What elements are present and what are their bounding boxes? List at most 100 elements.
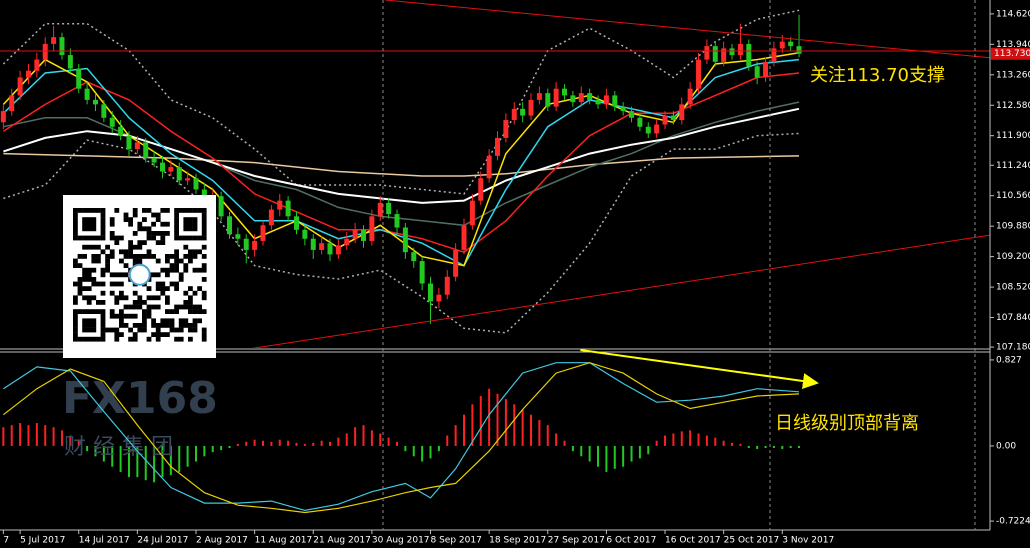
histogram-bar: [471, 404, 474, 446]
qr-module: [100, 336, 106, 342]
qr-module: [86, 277, 92, 282]
indicator-line: [3, 132, 800, 334]
qr-module: [146, 304, 152, 310]
qr-module: [132, 323, 138, 328]
qr-module: [201, 217, 207, 222]
histogram-bar: [44, 425, 47, 446]
candle-body: [193, 178, 199, 190]
qr-module: [73, 263, 78, 268]
y-tick-label: 109.880: [996, 222, 1030, 232]
qr-module: [188, 258, 193, 264]
candle-body: [670, 115, 676, 121]
qr-module: [146, 309, 152, 314]
qr-module: [174, 235, 179, 241]
qr-module: [100, 327, 106, 333]
qr-module: [114, 240, 120, 245]
qr-module: [151, 295, 156, 301]
qr-module: [82, 286, 87, 291]
qr-module: [178, 336, 184, 342]
qr-module: [91, 318, 97, 324]
candle-body: [654, 124, 660, 134]
x-tick-label: 8 Sep 2017: [431, 536, 482, 546]
histogram-bar: [697, 433, 700, 446]
candle-body: [59, 37, 65, 56]
histogram-bar: [605, 445, 608, 472]
qr-module: [174, 217, 179, 222]
watermark-title: FX168: [62, 373, 218, 424]
histogram-bar: [555, 433, 558, 446]
qr-module: [100, 267, 106, 273]
histogram-bar: [789, 445, 792, 449]
qr-module: [119, 272, 124, 278]
qr-module: [91, 254, 97, 259]
candle-body: [226, 216, 232, 235]
candle-body: [51, 37, 57, 44]
qr-module: [165, 300, 170, 305]
histogram-bar: [35, 423, 38, 446]
qr-module: [119, 281, 124, 287]
y-tick-label: 109.200: [996, 252, 1030, 262]
candle-body: [344, 238, 350, 246]
qr-module: [82, 272, 87, 278]
qr-module: [197, 309, 202, 314]
qr-module: [82, 318, 87, 324]
qr-module: [86, 217, 92, 222]
qr-module: [201, 254, 207, 259]
qr-module: [201, 336, 207, 342]
qr-module: [183, 208, 189, 213]
candle-body: [620, 106, 626, 112]
qr-module: [146, 249, 152, 255]
qr-module: [137, 295, 143, 301]
qr-module: [188, 235, 193, 241]
qr-module: [188, 254, 193, 259]
histogram-bar: [672, 433, 675, 446]
qr-module: [114, 300, 120, 305]
qr-module: [91, 336, 97, 342]
qr-module: [188, 208, 193, 213]
qr-module: [73, 295, 78, 301]
histogram-bar: [546, 425, 549, 446]
qr-module: [105, 258, 110, 264]
qr-module: [100, 313, 106, 319]
histogram-bar: [287, 440, 290, 446]
qr-module: [155, 281, 161, 287]
qr-module: [86, 300, 92, 305]
qr-module: [197, 249, 202, 255]
qr-module: [132, 290, 138, 296]
qr-module: [73, 336, 78, 342]
qr-module: [77, 235, 83, 241]
qr-module: [169, 318, 175, 324]
qr-module: [183, 235, 189, 241]
qr-module: [155, 212, 161, 218]
qr-module: [82, 208, 87, 213]
histogram-bar: [86, 445, 89, 452]
qr-module: [128, 240, 133, 245]
candle-body: [260, 225, 266, 241]
qr-module: [109, 281, 115, 287]
qr-module: [82, 277, 87, 282]
qr-module: [197, 304, 202, 310]
qr-module: [73, 332, 78, 337]
x-tick-label: 27 Sep 2017: [548, 536, 605, 546]
qr-module: [123, 272, 129, 278]
qr-module: [174, 221, 179, 227]
candle-body: [252, 240, 258, 250]
qr-module: [183, 217, 189, 222]
qr-module: [178, 235, 184, 241]
candle-body: [0, 111, 6, 123]
candle-body: [478, 178, 484, 201]
qr-module: [128, 217, 133, 222]
price-pane: [0, 0, 990, 348]
qr-module: [114, 327, 120, 333]
qr-module: [188, 221, 193, 227]
qr-module: [77, 254, 83, 259]
qr-module: [174, 258, 179, 264]
histogram-bar: [387, 437, 390, 446]
qr-module: [96, 235, 101, 241]
qr-module: [100, 249, 106, 255]
candle-body: [562, 88, 568, 96]
qr-module: [109, 249, 115, 255]
qr-module: [86, 295, 92, 301]
qr-module: [183, 226, 189, 232]
candle-body: [84, 88, 90, 100]
